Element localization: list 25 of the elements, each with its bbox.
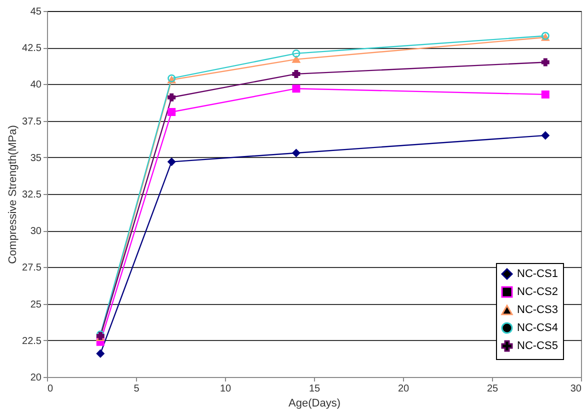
y-tick-label: 20 bbox=[30, 372, 42, 384]
x-tick-label: 5 bbox=[134, 384, 140, 394]
y-tick-label: 35 bbox=[30, 152, 42, 164]
x-tick-label: 25 bbox=[486, 384, 498, 394]
legend-label: NC-CS5 bbox=[517, 340, 558, 352]
y-tick-label: 32.5 bbox=[22, 190, 42, 200]
y-tick-label: 45 bbox=[30, 6, 42, 18]
y-axis-title: Compressive Strength(MPa) bbox=[7, 125, 20, 264]
legend-label: NC-CS3 bbox=[517, 304, 558, 316]
legend-label: NC-CS2 bbox=[517, 286, 558, 298]
x-tick-label: 10 bbox=[220, 384, 232, 394]
y-tick-label: 27.5 bbox=[22, 262, 42, 274]
y-tick-label: 25 bbox=[30, 299, 42, 310]
x-tick-label: 20 bbox=[398, 384, 410, 394]
y-tick-label: 30 bbox=[30, 226, 42, 238]
y-tick-label: 22.5 bbox=[22, 336, 42, 347]
x-axis-title: Age(Days) bbox=[288, 398, 340, 410]
x-tick-label: 30 bbox=[570, 384, 582, 394]
x-tick-label: 15 bbox=[308, 384, 320, 394]
y-tick-label: 37.5 bbox=[22, 116, 42, 128]
y-tick-label: 42.5 bbox=[22, 43, 42, 54]
legend-label: NC-CS4 bbox=[517, 322, 558, 334]
legend-label: NC-CS1 bbox=[517, 268, 558, 280]
x-tick-label: 0 bbox=[48, 384, 54, 394]
y-tick-label: 40 bbox=[30, 80, 42, 91]
